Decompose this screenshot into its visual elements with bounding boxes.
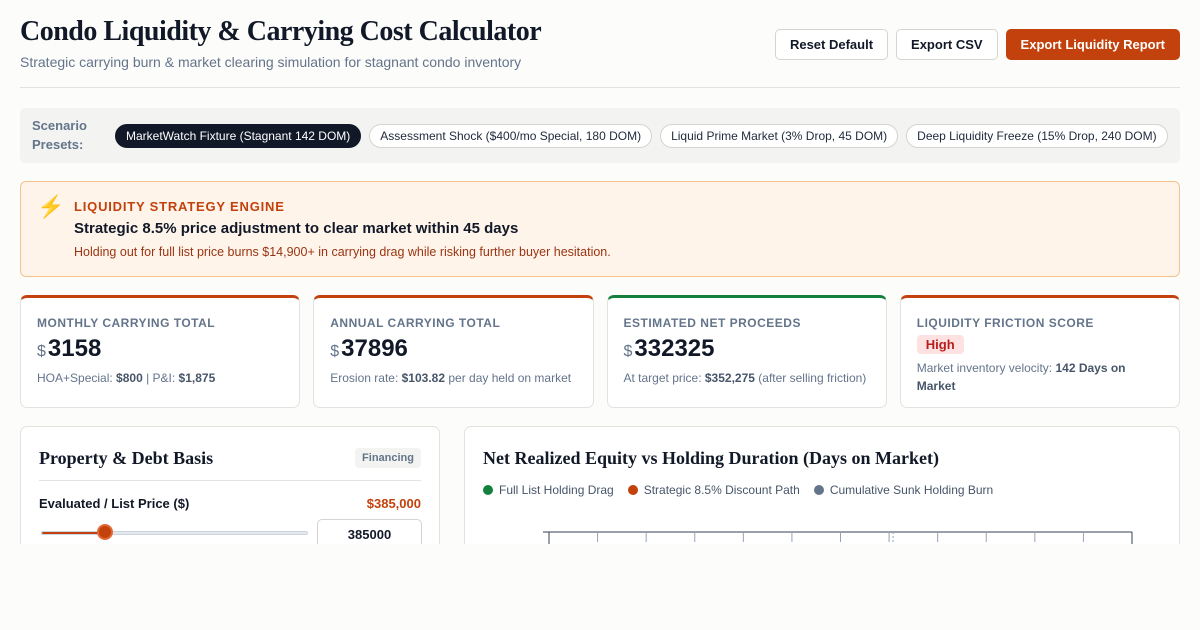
kpi-subtext: Erosion rate: $103.82 per day held on ma…: [330, 371, 572, 385]
scenario-presets-bar: Scenario Presets: MarketWatch Fixture (S…: [20, 108, 1180, 163]
kpi-subtext: HOA+Special: $800 | P&I: $1,875: [37, 371, 216, 385]
kpi-label: LIQUIDITY FRICTION SCORE: [916, 316, 1094, 330]
kpi-monthly-carrying: MONTHLY CARRYING TOTAL $3158 HOA+Special…: [20, 295, 301, 408]
kpi-label: ANNUAL CARRYING TOTAL: [330, 316, 501, 330]
currency-symbol: $: [623, 343, 633, 360]
preset-chip-group: MarketWatch Fixture (Stagnant 142 DOM) A…: [115, 124, 1168, 148]
page-title: Condo Liquidity & Carrying Cost Calculat…: [20, 16, 542, 47]
export-liquidity-report-button[interactable]: Export Liquidity Report: [1005, 29, 1180, 60]
slider-handle[interactable]: [97, 524, 114, 540]
kpi-label: MONTHLY CARRYING TOTAL: [37, 316, 216, 330]
list-price-label: Evaluated / List Price ($): [39, 496, 190, 511]
scenario-presets-label: Scenario Presets:: [32, 118, 87, 152]
reset-default-button[interactable]: Reset Default: [774, 29, 889, 60]
lightning-icon: ⚡: [37, 194, 65, 219]
page-subtitle: Strategic carrying burn & market clearin…: [20, 54, 522, 70]
panel-title: Property & Debt Basis: [39, 448, 214, 468]
preset-chip-deep-freeze[interactable]: Deep Liquidity Freeze (15% Drop, 240 DOM…: [906, 124, 1168, 148]
legend-dot: [813, 485, 824, 495]
header-actions: Reset Default Export CSV Export Liquidit…: [774, 29, 1180, 60]
chart-legend: Full List Holding Drag Strategic 8.5% Di…: [483, 483, 993, 497]
equity-chart-panel: Net Realized Equity vs Holding Duration …: [464, 426, 1180, 544]
kpi-number: 37896: [341, 335, 408, 362]
list-price-input[interactable]: [317, 519, 422, 544]
divider: [39, 480, 421, 481]
currency-symbol: $: [330, 343, 340, 360]
financing-tag: Financing: [355, 448, 421, 468]
currency-symbol: $: [37, 343, 46, 360]
export-csv-button[interactable]: Export CSV: [896, 29, 998, 60]
chart-title: Net Realized Equity vs Holding Duration …: [483, 448, 939, 468]
slider-fill: [42, 532, 106, 534]
legend-item-full-list: Full List Holding Drag: [483, 483, 614, 497]
legend-item-discount-path: Strategic 8.5% Discount Path: [627, 483, 800, 497]
chart-plot-area: [543, 531, 1133, 544]
kpi-value: $37896: [330, 335, 408, 363]
kpi-annual-carrying: ANNUAL CARRYING TOTAL $37896 Erosion rat…: [313, 295, 594, 408]
below-fold-blank: [0, 544, 1200, 630]
kpi-net-proceeds: ESTIMATED NET PROCEEDS $332325 At target…: [606, 295, 887, 408]
list-price-value: $385,000: [366, 496, 421, 511]
kpi-label: ESTIMATED NET PROCEEDS: [623, 316, 801, 330]
kpi-row: MONTHLY CARRYING TOTAL $3158 HOA+Special…: [20, 295, 1180, 408]
engine-tag: LIQUIDITY STRATEGY ENGINE: [74, 199, 285, 214]
kpi-value: $3158: [37, 335, 101, 363]
kpi-subtext: Market inventory velocity: 142 Days on M…: [916, 361, 1126, 393]
friction-badge: High: [916, 335, 964, 354]
liquidity-strategy-banner: ⚡ LIQUIDITY STRATEGY ENGINE Strategic 8.…: [20, 181, 1180, 277]
property-debt-panel: Property & Debt Basis Financing Evaluate…: [20, 426, 440, 544]
kpi-value: $332325: [624, 335, 715, 363]
preset-chip-liquid-prime[interactable]: Liquid Prime Market (3% Drop, 45 DOM): [660, 124, 899, 148]
kpi-liquidity-friction: LIQUIDITY FRICTION SCORE High Market inv…: [899, 295, 1180, 408]
engine-headline: Strategic 8.5% price adjustment to clear…: [74, 220, 519, 237]
kpi-number: 3158: [47, 335, 102, 362]
page-header: Condo Liquidity & Carrying Cost Calculat…: [20, 16, 1180, 88]
legend-dot: [483, 485, 493, 495]
preset-chip-assessment-shock[interactable]: Assessment Shock ($400/mo Special, 180 D…: [369, 124, 653, 148]
legend-item-sunk-burn: Cumulative Sunk Holding Burn: [813, 483, 993, 497]
legend-dot: [627, 485, 638, 495]
kpi-number: 332325: [634, 335, 715, 362]
kpi-subtext: At target price: $352,275 (after selling…: [623, 371, 867, 385]
engine-note: Holding out for full list price burns $1…: [74, 245, 611, 259]
list-price-slider[interactable]: [41, 531, 308, 535]
preset-chip-marketwatch[interactable]: MarketWatch Fixture (Stagnant 142 DOM): [115, 124, 362, 148]
